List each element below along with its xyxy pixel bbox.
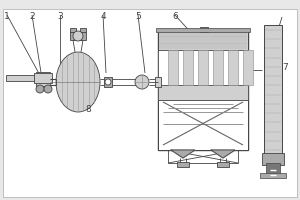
Text: 8: 8: [85, 105, 91, 114]
Bar: [155, 77, 161, 87]
Bar: [80, 28, 86, 32]
Bar: [213, 50, 223, 85]
Bar: [158, 50, 248, 85]
Text: 2: 2: [29, 12, 35, 21]
Bar: [156, 28, 250, 32]
Polygon shape: [171, 150, 195, 158]
Text: 1: 1: [4, 12, 10, 21]
Text: 7: 7: [282, 63, 288, 72]
Bar: [36, 72, 50, 86]
Bar: [243, 50, 253, 85]
Bar: [200, 27, 208, 32]
Bar: [158, 30, 248, 150]
Bar: [260, 173, 286, 178]
Bar: [228, 50, 238, 85]
Bar: [262, 153, 284, 165]
Circle shape: [73, 31, 83, 41]
Text: 5: 5: [135, 12, 141, 21]
Circle shape: [36, 85, 44, 93]
Polygon shape: [211, 150, 235, 158]
Bar: [70, 28, 76, 32]
Bar: [104, 77, 112, 87]
Bar: [264, 25, 282, 155]
Bar: [266, 163, 280, 175]
Bar: [34, 73, 52, 83]
Bar: [246, 60, 252, 80]
Bar: [177, 162, 189, 167]
Bar: [6, 75, 38, 81]
Bar: [183, 50, 193, 85]
Bar: [158, 100, 248, 150]
Bar: [198, 50, 208, 85]
Circle shape: [44, 85, 52, 93]
Text: 4: 4: [100, 12, 106, 21]
Bar: [217, 162, 229, 167]
Bar: [158, 30, 248, 50]
Ellipse shape: [56, 52, 100, 112]
Bar: [158, 85, 248, 100]
Circle shape: [105, 79, 111, 85]
Circle shape: [135, 75, 149, 89]
Text: 6: 6: [172, 12, 178, 21]
Text: 3: 3: [57, 12, 63, 21]
Bar: [168, 50, 178, 85]
Bar: [70, 32, 86, 40]
